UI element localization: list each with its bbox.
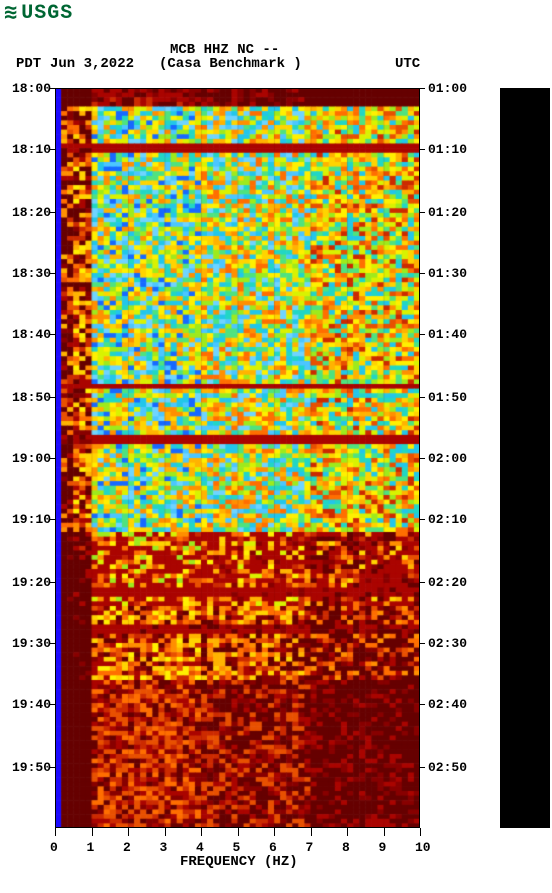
yl-tick-mark <box>50 334 55 335</box>
x-tick-mark <box>311 828 312 836</box>
x-tick: 2 <box>123 840 131 855</box>
x-tick: 1 <box>87 840 95 855</box>
yl-tick: 18:40 <box>12 327 51 342</box>
yl-tick: 19:00 <box>12 451 51 466</box>
x-tick-mark <box>238 828 239 836</box>
yr-tick: 01:20 <box>428 205 467 220</box>
x-tick: 3 <box>160 840 168 855</box>
x-tick-mark <box>384 828 385 836</box>
color-scale-bar <box>500 88 550 828</box>
x-tick: 4 <box>196 840 204 855</box>
yr-tick-mark <box>420 397 425 398</box>
x-tick-mark <box>420 828 421 836</box>
x-tick: 6 <box>269 840 277 855</box>
yr-tick: 01:50 <box>428 390 467 405</box>
x-tick: 0 <box>50 840 58 855</box>
yl-tick-mark <box>50 582 55 583</box>
x-tick-mark <box>165 828 166 836</box>
yl-tick-mark <box>50 149 55 150</box>
yr-tick-mark <box>420 704 425 705</box>
x-tick-mark <box>347 828 348 836</box>
yl-tick-mark <box>50 88 55 89</box>
yr-tick: 02:50 <box>428 760 467 775</box>
x-tick: 9 <box>379 840 387 855</box>
yr-tick-mark <box>420 212 425 213</box>
usgs-wave-icon: ≋ <box>4 3 17 25</box>
yr-tick-mark <box>420 767 425 768</box>
yr-tick: 01:10 <box>428 142 467 157</box>
yr-tick: 01:40 <box>428 327 467 342</box>
tz-left: PDT <box>16 56 41 72</box>
yr-tick-mark <box>420 582 425 583</box>
x-axis-label: FREQUENCY (HZ) <box>180 854 298 870</box>
x-tick: 5 <box>233 840 241 855</box>
yr-tick-mark <box>420 643 425 644</box>
usgs-logo: ≋ USGS <box>4 2 73 25</box>
yr-tick-mark <box>420 458 425 459</box>
x-tick-mark <box>55 828 56 836</box>
yr-tick: 02:20 <box>428 575 467 590</box>
yl-tick-mark <box>50 397 55 398</box>
yl-tick: 19:40 <box>12 697 51 712</box>
yl-tick: 18:30 <box>12 266 51 281</box>
yl-tick-mark <box>50 273 55 274</box>
x-tick-mark <box>274 828 275 836</box>
yr-tick-mark <box>420 88 425 89</box>
yr-tick: 02:40 <box>428 697 467 712</box>
yl-tick: 18:00 <box>12 81 51 96</box>
yl-tick: 18:50 <box>12 390 51 405</box>
yl-tick-mark <box>50 519 55 520</box>
yr-tick-mark <box>420 334 425 335</box>
yr-tick-mark <box>420 519 425 520</box>
yl-tick: 19:10 <box>12 512 51 527</box>
yr-tick: 01:00 <box>428 81 467 96</box>
spectrogram-plot <box>55 88 420 828</box>
x-tick-mark <box>201 828 202 836</box>
x-tick-mark <box>128 828 129 836</box>
yl-tick: 19:50 <box>12 760 51 775</box>
yr-tick: 02:00 <box>428 451 467 466</box>
yr-tick: 02:30 <box>428 636 467 651</box>
x-tick: 10 <box>415 840 431 855</box>
date: Jun 3,2022 <box>50 56 134 72</box>
usgs-text: USGS <box>21 2 73 25</box>
yl-tick: 19:30 <box>12 636 51 651</box>
yr-tick-mark <box>420 273 425 274</box>
yr-tick: 02:10 <box>428 512 467 527</box>
x-tick: 7 <box>306 840 314 855</box>
yl-tick: 18:20 <box>12 205 51 220</box>
yl-tick-mark <box>50 458 55 459</box>
yl-tick: 18:10 <box>12 142 51 157</box>
yl-tick-mark <box>50 212 55 213</box>
yl-tick-mark <box>50 704 55 705</box>
x-tick: 8 <box>342 840 350 855</box>
tz-right: UTC <box>395 56 420 72</box>
yr-tick: 01:30 <box>428 266 467 281</box>
x-tick-mark <box>92 828 93 836</box>
site-name: (Casa Benchmark ) <box>159 56 302 72</box>
yl-tick: 19:20 <box>12 575 51 590</box>
yl-tick-mark <box>50 643 55 644</box>
yr-tick-mark <box>420 149 425 150</box>
yl-tick-mark <box>50 767 55 768</box>
